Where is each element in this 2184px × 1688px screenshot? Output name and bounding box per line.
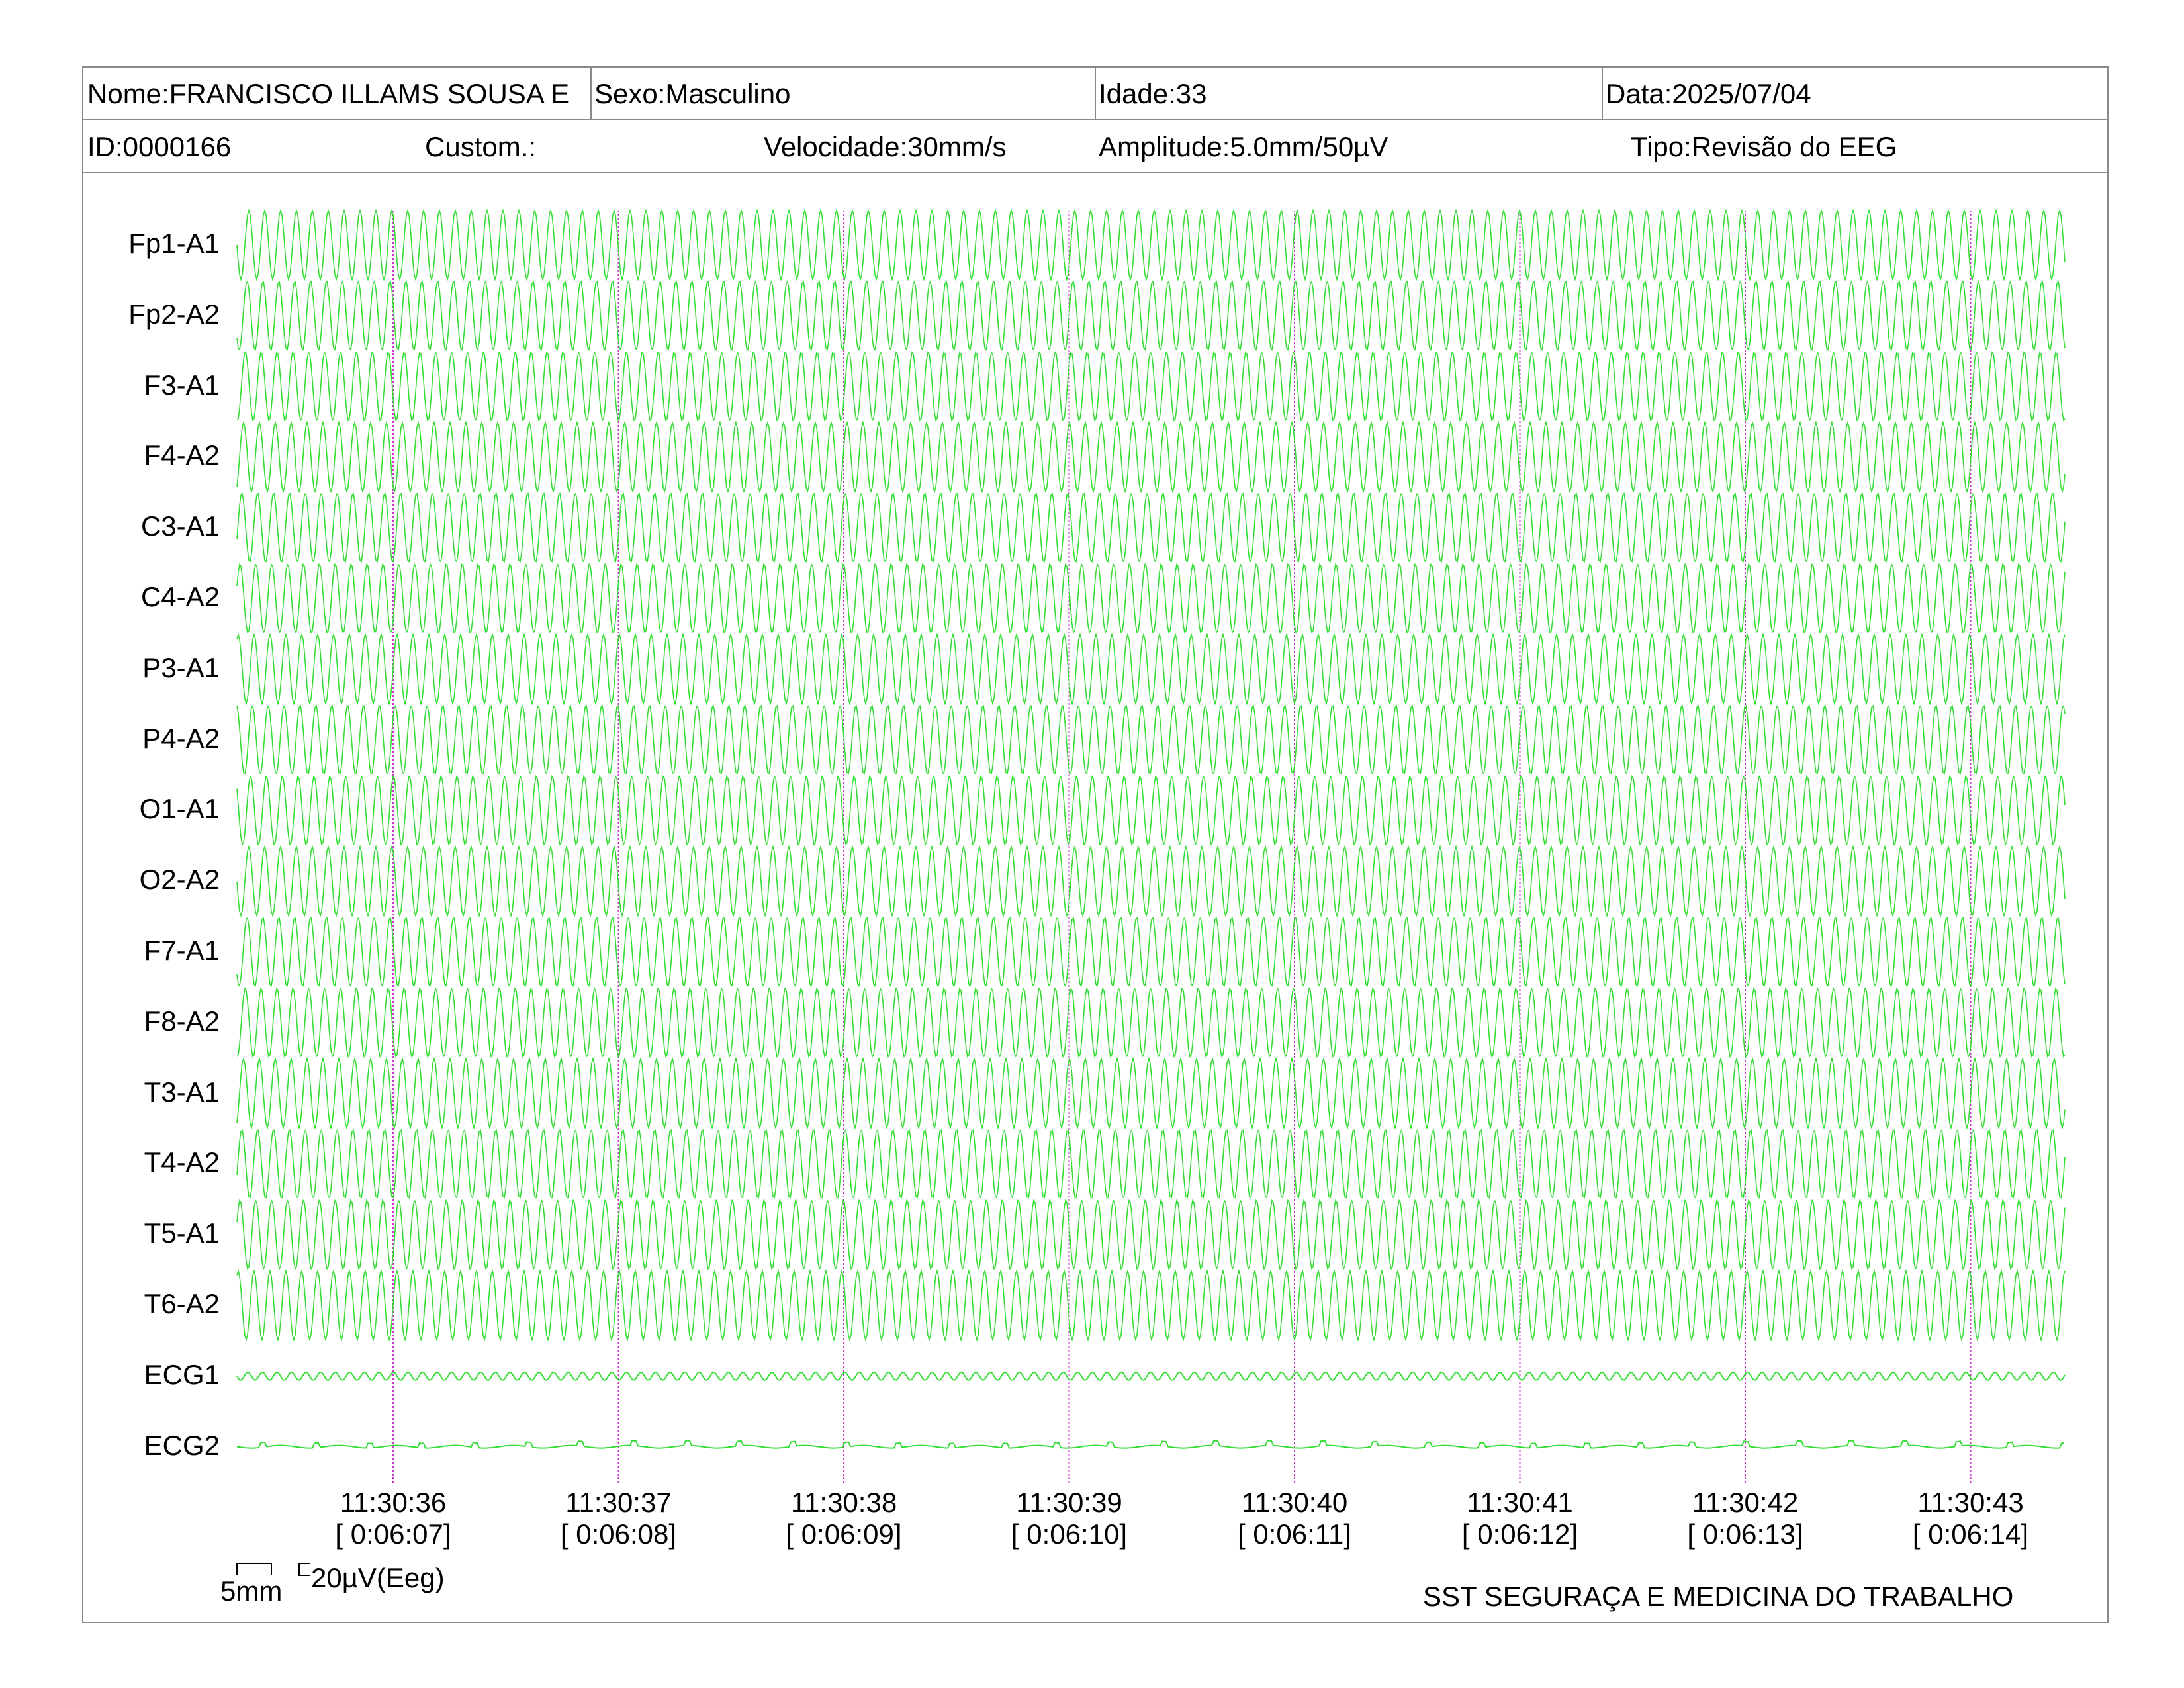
channel-label: Fp1-A1: [128, 228, 220, 259]
header-row-patient: Nome:FRANCISCO ILLAMS SOUSA E Sexo:Mascu…: [83, 68, 2107, 120]
time-elapsed: [ 0:06:14]: [1912, 1519, 2029, 1550]
time-scale-label: 5mm: [220, 1575, 283, 1607]
patient-sex: Sexo:Masculino: [590, 68, 1095, 119]
time-mark: 11:30:40[ 0:06:11]: [1195, 1487, 1394, 1550]
trace-p3-a1: [236, 632, 2066, 706]
channel-label: P3-A1: [142, 651, 220, 683]
time-clock: 11:30:40: [1241, 1487, 1348, 1518]
channel-label: T5-A1: [144, 1217, 220, 1249]
channel-label: F3-A1: [144, 369, 220, 400]
patient-age: Idade:33: [1095, 68, 1595, 119]
channel-label: T3-A1: [144, 1076, 220, 1107]
channel-label: P4-A2: [142, 722, 220, 754]
time-clock: 11:30:41: [1467, 1487, 1573, 1518]
channel-label: O2-A2: [139, 864, 220, 896]
time-elapsed: [ 0:06:07]: [335, 1519, 451, 1550]
trace-p4-a2: [236, 704, 2066, 775]
channel-label: ECG2: [144, 1429, 220, 1461]
time-elapsed: [ 0:06:09]: [786, 1519, 902, 1550]
exam-date: Data:2025/07/04: [1602, 68, 2109, 119]
channel-label: F8-A2: [144, 1005, 220, 1037]
header-row-settings: ID:0000166 Custom.: Velocidade:30mm/s Am…: [83, 120, 2107, 173]
channel-label: Fp2-A2: [128, 298, 220, 330]
speed-setting: Velocidade:30mm/s: [764, 131, 1007, 162]
clinic-footer: SST SEGURAÇA E MEDICINA DO TRABALHO: [1423, 1581, 2014, 1612]
time-clock: 11:30:39: [1016, 1487, 1122, 1518]
time-clock: 11:30:42: [1692, 1487, 1799, 1518]
trace-fp2-a2: [236, 280, 2066, 351]
trace-ecg2: [236, 1440, 2064, 1449]
time-clock: 11:30:37: [565, 1487, 672, 1518]
amplitude-scale-label: 20µV(Eeg): [311, 1562, 445, 1593]
channel-label: F7-A1: [144, 935, 220, 966]
time-clock: 11:30:36: [340, 1487, 447, 1518]
trace-t4-a2: [236, 1129, 2066, 1199]
time-elapsed: [ 0:06:08]: [560, 1519, 677, 1550]
time-mark: 11:30:36[ 0:06:07]: [294, 1487, 492, 1550]
time-elapsed: [ 0:06:10]: [1011, 1519, 1128, 1550]
channel-label: ECG1: [144, 1358, 220, 1390]
time-elapsed: [ 0:06:13]: [1687, 1519, 1803, 1550]
trace-t6-a2: [236, 1269, 2066, 1342]
report-frame: Nome:FRANCISCO ILLAMS SOUSA E Sexo:Mascu…: [82, 66, 2109, 1623]
patient-id: ID:0000166: [87, 131, 232, 162]
trace-c3-a1: [236, 492, 2066, 563]
trace-f8-a2: [236, 987, 2066, 1058]
trace-o1-a1: [236, 775, 2066, 846]
time-mark: 11:30:38[ 0:06:09]: [745, 1487, 943, 1550]
scale-bar: [236, 1563, 310, 1576]
trace-f4-a2: [236, 420, 2066, 494]
time-mark: 11:30:42[ 0:06:13]: [1646, 1487, 1844, 1550]
time-mark: 11:30:43[ 0:06:14]: [1872, 1487, 2070, 1550]
time-mark: 11:30:41[ 0:06:12]: [1421, 1487, 1619, 1550]
time-mark: 11:30:37[ 0:06:08]: [520, 1487, 718, 1550]
trace-ecg1: [236, 1371, 2066, 1381]
channel-label: O1-A1: [139, 793, 220, 825]
trace-f7-a1: [236, 917, 2066, 987]
channel-label: T4-A2: [144, 1147, 220, 1178]
channel-label: T6-A2: [144, 1288, 220, 1319]
custom-field: Custom.:: [425, 131, 537, 162]
trace-fp1-a1: [236, 209, 2066, 281]
exam-type: Tipo:Revisão do EEG: [1631, 131, 1897, 162]
channel-label: F4-A2: [144, 440, 220, 471]
patient-name: Nome:FRANCISCO ILLAMS SOUSA E: [87, 78, 570, 109]
trace-f3-a1: [236, 351, 2066, 422]
channel-label: C4-A2: [140, 581, 220, 612]
time-clock: 11:30:43: [1917, 1487, 2024, 1518]
trace-c4-a2: [236, 563, 2066, 634]
time-mark: 11:30:39[ 0:06:10]: [970, 1487, 1169, 1550]
time-elapsed: [ 0:06:12]: [1461, 1519, 1578, 1550]
channel-label: C3-A1: [140, 510, 220, 542]
time-clock: 11:30:38: [790, 1487, 897, 1518]
trace-o2-a2: [236, 845, 2066, 918]
time-elapsed: [ 0:06:11]: [1237, 1519, 1352, 1550]
trace-t5-a1: [236, 1199, 2066, 1270]
amplitude-setting: Amplitude:5.0mm/50µV: [1099, 131, 1388, 162]
trace-t3-a1: [236, 1056, 2066, 1130]
